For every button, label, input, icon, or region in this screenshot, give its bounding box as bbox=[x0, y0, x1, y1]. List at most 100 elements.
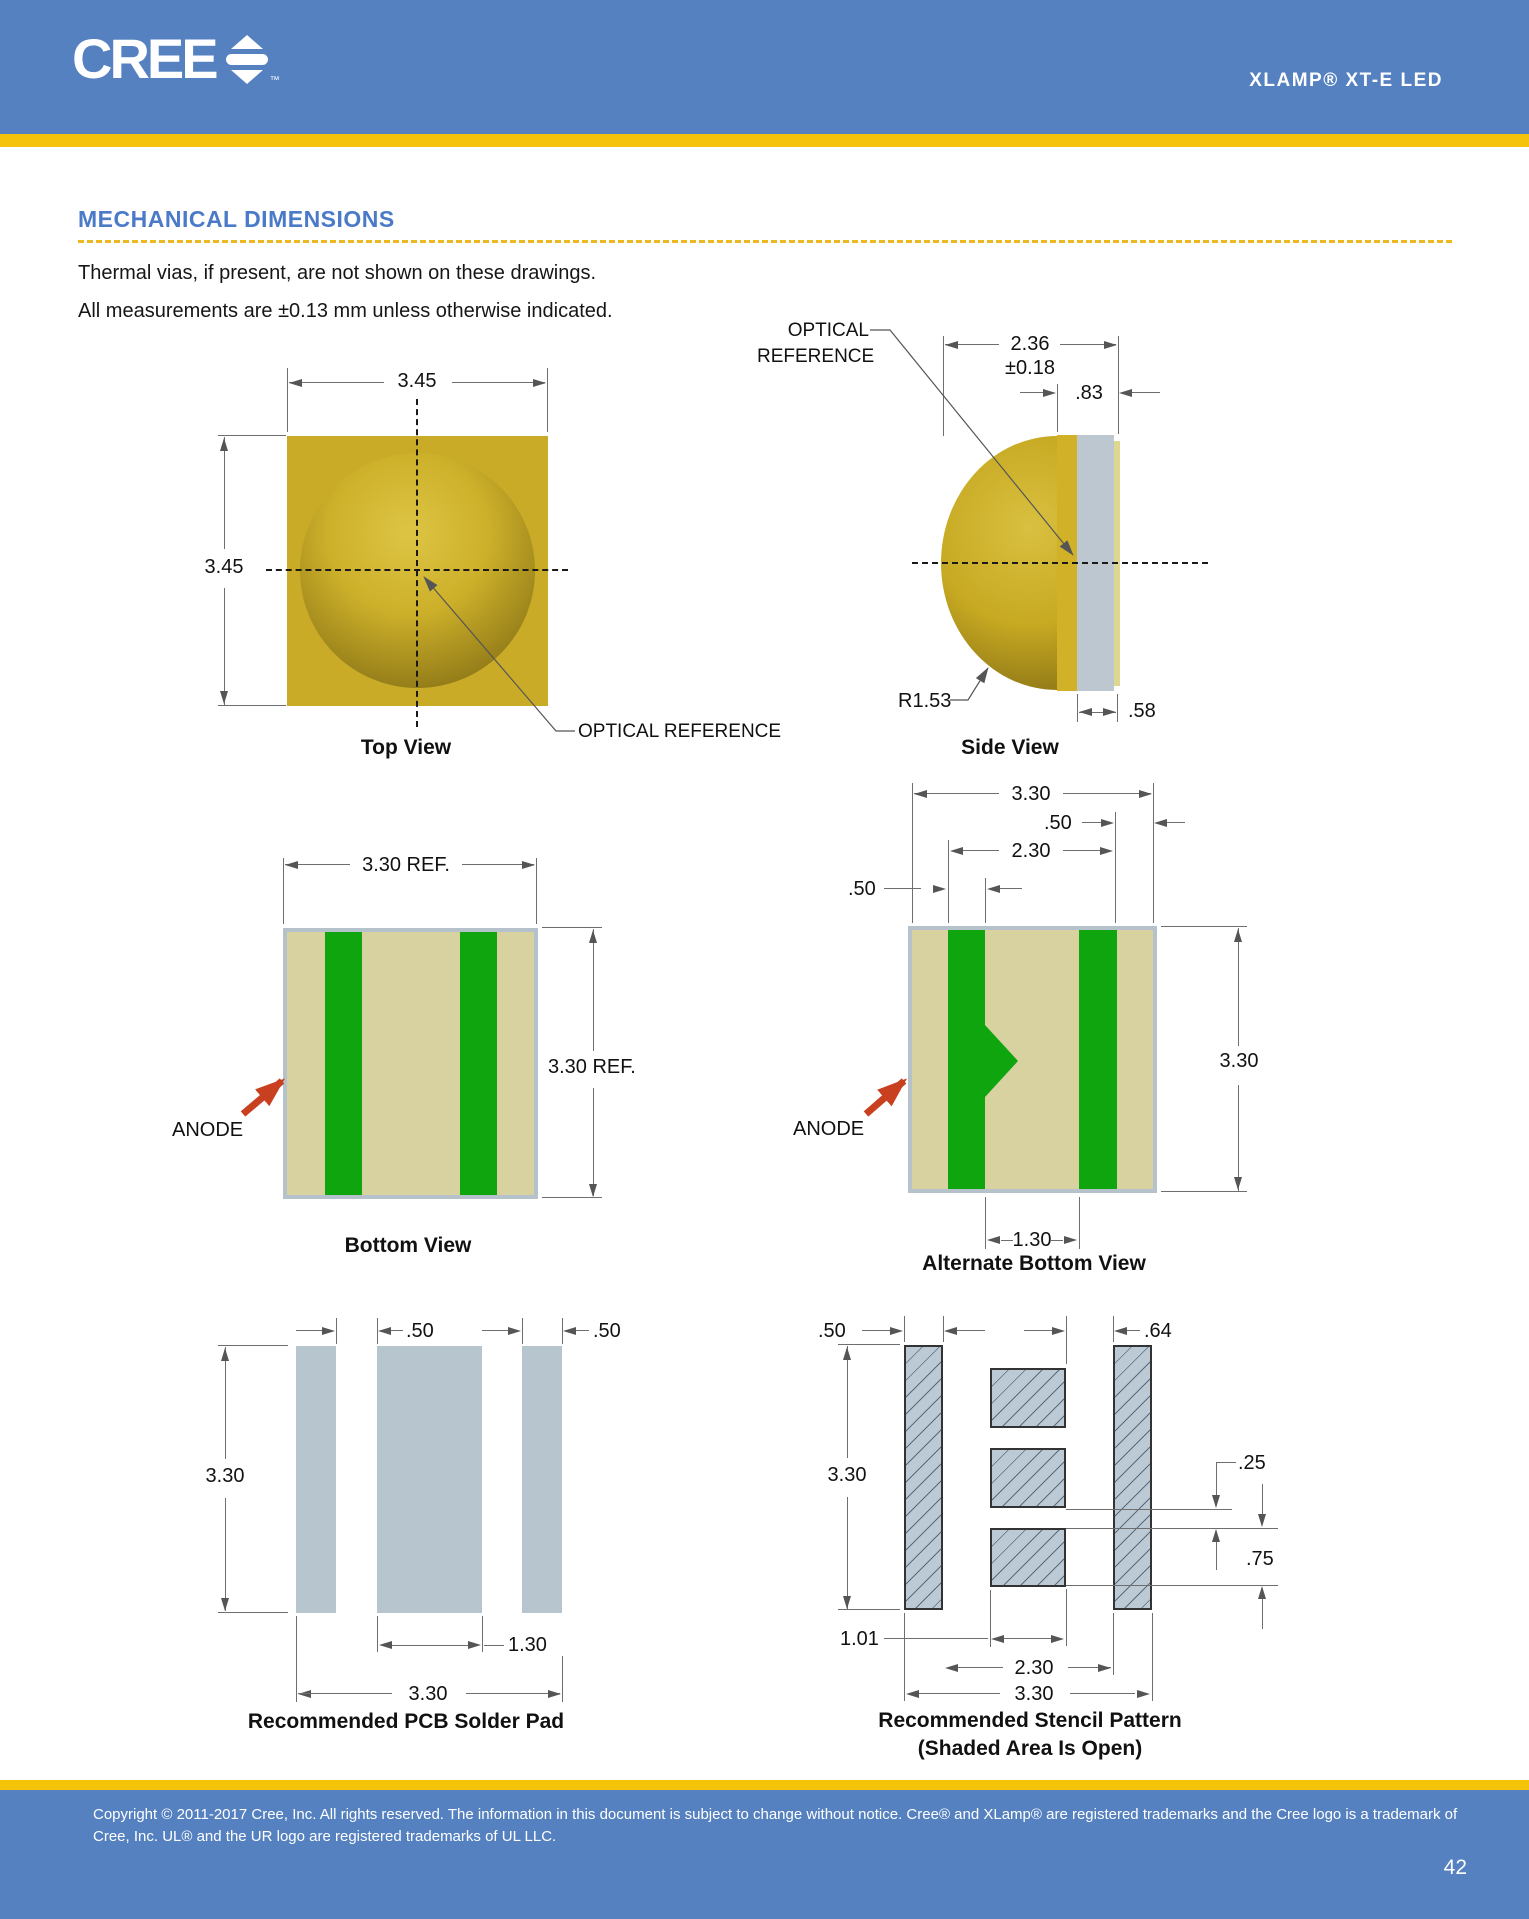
outer-bar-dim: .50 bbox=[818, 1320, 846, 1342]
lens-edge-dim: .83 bbox=[1075, 382, 1103, 404]
optical-reference-line1: OPTICAL bbox=[787, 320, 869, 341]
dimension-line bbox=[296, 1330, 322, 1331]
dimension-line bbox=[391, 1330, 403, 1331]
arrowhead-icon bbox=[548, 1690, 561, 1698]
dimension-line bbox=[1167, 822, 1185, 823]
pads-span-dim: 2.30 bbox=[1011, 840, 1051, 862]
cathode-pad bbox=[1079, 930, 1117, 1189]
dimension-line bbox=[1063, 850, 1100, 851]
arrowhead-icon bbox=[1234, 1177, 1242, 1190]
dimension-line bbox=[1024, 1330, 1052, 1331]
stencil-gap-dim: .25 bbox=[1238, 1452, 1266, 1474]
dimension-line bbox=[466, 1693, 560, 1694]
extension-line bbox=[1113, 1316, 1114, 1342]
arrowhead-icon bbox=[1043, 389, 1056, 397]
dome-radius-dim: R1.53 bbox=[898, 690, 952, 712]
copyright-line1: Copyright © 2011-2017 Cree, Inc. All rig… bbox=[93, 1806, 1458, 1823]
optical-reference-label: OPTICAL REFERENCE bbox=[578, 721, 782, 742]
arrowhead-icon bbox=[221, 1348, 229, 1361]
extension-line bbox=[482, 1616, 483, 1652]
pad-gap-dim: 1.30 bbox=[1012, 1229, 1052, 1251]
extension-line bbox=[1152, 1613, 1153, 1701]
extension-line bbox=[1118, 336, 1119, 434]
extension-line bbox=[990, 1590, 991, 1647]
dimension-line bbox=[576, 1330, 589, 1331]
arrowhead-icon bbox=[322, 1327, 335, 1335]
stencil-height-dim: 3.30 bbox=[827, 1464, 867, 1486]
dimension-line bbox=[1020, 392, 1043, 393]
copyright-text: Copyright © 2011-2017 Cree, Inc. All rig… bbox=[93, 1804, 1458, 1848]
arrowhead-icon bbox=[1079, 708, 1092, 716]
arrowhead-icon bbox=[1098, 1664, 1111, 1672]
extension-line bbox=[218, 435, 286, 436]
arrowhead-icon bbox=[843, 1347, 851, 1360]
top-view-width-dim: 3.45 bbox=[397, 370, 437, 392]
arrowhead-icon bbox=[1212, 1495, 1220, 1508]
optical-reference-label: OPTICAL REFERENCE bbox=[757, 318, 874, 370]
extension-line bbox=[283, 858, 284, 924]
arrowhead-icon bbox=[221, 1598, 229, 1611]
arrowhead-icon bbox=[906, 1690, 919, 1698]
arrowhead-icon bbox=[1258, 1514, 1266, 1527]
alt-bottom-width-dim: 3.30 bbox=[1011, 783, 1051, 805]
extension-line bbox=[547, 368, 548, 432]
stencil-opening-left-bar bbox=[904, 1345, 943, 1610]
outer-pad-dim: .50 bbox=[593, 1320, 621, 1342]
centerline bbox=[416, 399, 418, 727]
dimension-line bbox=[847, 1497, 848, 1609]
centerline bbox=[912, 562, 1208, 564]
center-width-dim: 1.01 bbox=[840, 1628, 879, 1650]
bottom-view-width-dim: 3.30 REF. bbox=[362, 854, 450, 876]
extension-line bbox=[562, 1318, 563, 1344]
triangle-up-icon bbox=[230, 35, 263, 49]
dimension-line bbox=[462, 864, 534, 865]
dimension-line bbox=[1238, 1085, 1239, 1191]
anode-pad bbox=[325, 932, 362, 1195]
arrowhead-icon bbox=[1139, 790, 1152, 798]
side-view-title: Side View bbox=[961, 736, 1059, 759]
cree-logo: CREE ™ bbox=[72, 27, 280, 90]
stencil-opening-center-3 bbox=[990, 1528, 1066, 1587]
arrowhead-icon bbox=[1103, 708, 1116, 716]
dimension-line bbox=[1132, 392, 1160, 393]
extension-line bbox=[1153, 783, 1154, 923]
dimension-line bbox=[957, 1330, 985, 1331]
dimension-line bbox=[958, 1667, 1003, 1668]
arrowhead-icon bbox=[589, 1184, 597, 1197]
arrowhead-icon bbox=[1104, 341, 1117, 349]
dimension-line bbox=[1063, 793, 1151, 794]
extension-line bbox=[985, 1197, 986, 1249]
substrate-thickness-dim: .58 bbox=[1128, 700, 1156, 722]
cree-wordmark: CREE bbox=[72, 27, 219, 90]
arrowhead-icon bbox=[1234, 929, 1242, 942]
arrowhead-icon bbox=[944, 1327, 957, 1335]
solder-pad-right bbox=[522, 1346, 562, 1613]
extension-line bbox=[1057, 384, 1058, 432]
extension-line bbox=[912, 783, 913, 923]
arrowhead-icon bbox=[289, 379, 302, 387]
extension-line bbox=[336, 1318, 337, 1344]
arrowhead-icon bbox=[1137, 1690, 1150, 1698]
arrowhead-icon bbox=[220, 691, 228, 704]
cathode-pad bbox=[460, 932, 497, 1195]
page-number: 42 bbox=[1443, 1856, 1467, 1879]
arrowhead-icon bbox=[1258, 1586, 1266, 1599]
pads-span-dim: 2.30 bbox=[1014, 1657, 1054, 1679]
dimension-line bbox=[482, 1330, 508, 1331]
dimension-line bbox=[1262, 1484, 1263, 1514]
triangle-down-icon bbox=[230, 70, 263, 84]
extension-line bbox=[838, 1344, 900, 1345]
arrowhead-icon bbox=[945, 341, 958, 349]
dimension-line bbox=[225, 1347, 226, 1459]
pad-width-dim: .50 bbox=[848, 878, 876, 900]
extension-line bbox=[562, 1656, 563, 1702]
dimension-line bbox=[1004, 1638, 1051, 1639]
dimension-line bbox=[1082, 822, 1101, 823]
copyright-line2: Cree, Inc. UL® and the UR logo are regis… bbox=[93, 1828, 557, 1845]
arrowhead-icon bbox=[220, 438, 228, 451]
dimension-line bbox=[847, 1346, 848, 1458]
dimension-line bbox=[452, 382, 545, 383]
side-view-width-dim: 2.36 bbox=[1010, 333, 1050, 355]
leader-line bbox=[1216, 1462, 1236, 1463]
bottom-view-height-dim: 3.30 REF. bbox=[548, 1056, 636, 1078]
